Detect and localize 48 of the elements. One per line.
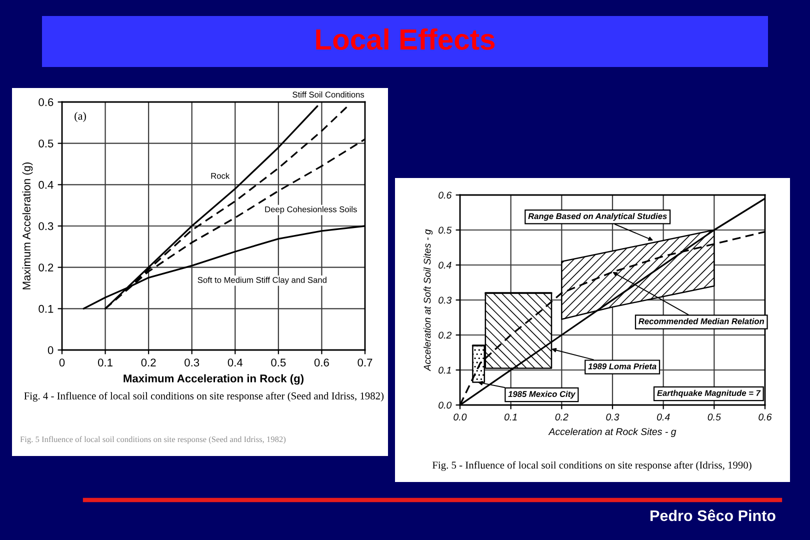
annotation: 1985 Mexico City <box>508 390 576 399</box>
x-tick-label: 0.1 <box>504 414 517 420</box>
x-tick-label: 0.4 <box>228 358 243 366</box>
caption: Fig. 5 - Influence of local soil conditions on site response after (Idriss, 1990) <box>432 461 752 471</box>
x-tick-label: 0.7 <box>358 358 372 366</box>
series-label: Soft to Medium Stiff Clay and Sand <box>198 276 326 285</box>
x-tick-label: 0.2 <box>555 414 568 420</box>
annotation: Range Based on Analytical Studies <box>528 213 667 221</box>
annotation: Earthquake Magnitude = 7 <box>657 390 761 398</box>
x-tick-label: 0.6 <box>314 358 329 366</box>
annotation: Recommended Median Relation <box>638 318 764 324</box>
text: Local Effects <box>316 28 495 50</box>
y-tick-label: 0.4 <box>438 262 452 269</box>
y-tick-label: 0.5 <box>38 140 54 148</box>
x-tick-label: 0.1 <box>98 358 112 366</box>
caption: Fig. 4 - Influence of local soil conditions on site response after (Seed and Idriss, 1982) <box>24 392 384 402</box>
x-tick-label: 0.2 <box>141 358 156 366</box>
x-axis-title: Acceleration at Rock Sites - g <box>548 428 676 438</box>
y-tick-label: 0.1 <box>438 366 451 374</box>
y-tick-label: 0.2 <box>38 264 54 272</box>
y-tick-label: 0.6 <box>438 192 452 199</box>
y-tick-label: 0.5 <box>438 226 452 234</box>
text: Stiff Soil Conditions <box>292 91 364 98</box>
y-axis-title: Acceleration at Soft Soil Sites - g <box>424 229 433 372</box>
x-tick-label: 0.6 <box>758 414 772 420</box>
text: Pedro Sêco Pinto <box>650 510 776 522</box>
x-tick-label: 0.3 <box>184 358 200 366</box>
y-tick-label: 0.4 <box>38 180 54 189</box>
x-tick-label: 0 <box>59 358 65 366</box>
y-tick-label: 0.2 <box>438 332 452 339</box>
y-tick-label: 0.3 <box>438 296 452 304</box>
y-tick-label: 0.0 <box>438 402 452 409</box>
x-tick-label: 0.5 <box>271 358 286 366</box>
y-tick-label: 0.1 <box>38 304 54 313</box>
caption: Fig. 5 Influence of local soil conditions on site response (Seed and Idriss, 1982) <box>20 436 286 444</box>
x-axis-title: Maximum Acceleration in Rock (g) <box>124 374 304 385</box>
x-tick-label: 0.4 <box>657 414 670 420</box>
annotation: 1989 Loma Prieta <box>588 363 656 370</box>
y-axis-title: Maximum Acceleration (g) <box>22 162 33 290</box>
x-tick-label: 0.0 <box>454 414 467 420</box>
y-tick-label: 0.3 <box>38 222 54 230</box>
y-tick-label: 0 <box>48 346 54 354</box>
x-tick-label: 0.3 <box>606 414 620 420</box>
y-tick-label: 0.6 <box>38 98 54 106</box>
x-tick-label: 0.5 <box>708 414 721 420</box>
series-label: Rock <box>211 172 230 179</box>
annotation: (a) <box>74 112 86 122</box>
series-label: Deep Cohesionless Soils <box>265 206 357 214</box>
